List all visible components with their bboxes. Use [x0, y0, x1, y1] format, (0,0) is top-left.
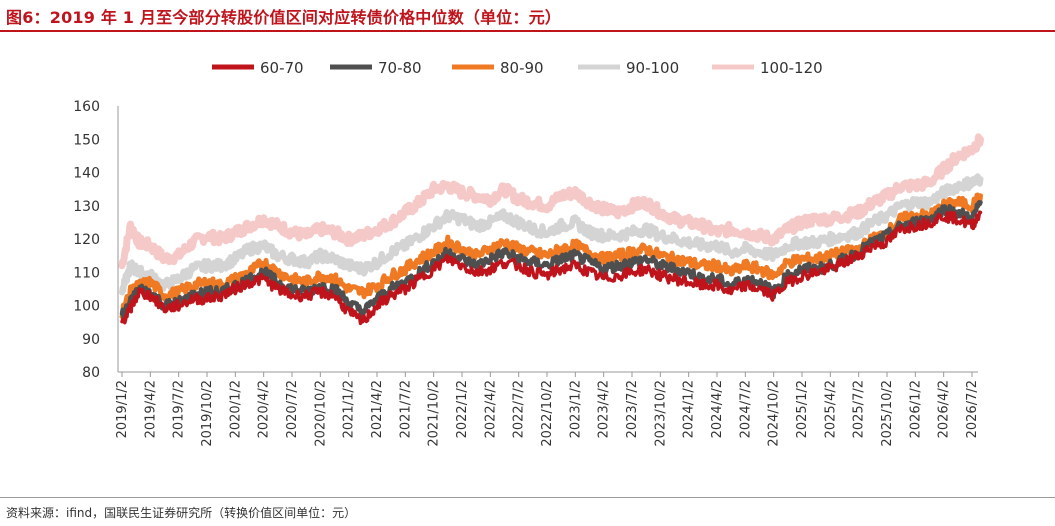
x-tick-label: 2020/1/2 [228, 380, 243, 438]
legend-label-100-120: 100-120 [760, 59, 823, 77]
legend: 60-70 70-80 80-90 90-100 100-120 [212, 59, 823, 77]
x-tick-label: 2024/7/2 [738, 380, 753, 438]
y-tick-label: 150 [73, 132, 100, 148]
y-tick-label: 130 [73, 199, 100, 215]
x-tick-label: 2023/10/2 [653, 380, 668, 447]
x-tick-label: 2023/1/2 [568, 380, 583, 438]
x-tick-label: 2025/7/2 [852, 380, 867, 438]
y-tick-label: 90 [82, 332, 100, 348]
x-tick-label: 2021/10/2 [427, 380, 442, 447]
x-tick-label: 2021/1/2 [342, 380, 357, 438]
x-tick-label: 2022/7/2 [512, 380, 527, 438]
x-tick-label: 2019/10/2 [200, 380, 215, 447]
x-tick-label: 2026/1/2 [908, 380, 923, 438]
x-tick-label: 2024/1/2 [682, 380, 697, 438]
x-tick-label: 2022/4/2 [483, 380, 498, 438]
series-layer [118, 133, 984, 326]
series-line-80-90 [119, 192, 983, 319]
x-tick-label: 2023/4/2 [597, 380, 612, 438]
y-tick-label: 140 [73, 166, 100, 182]
line-chart: 60-70 70-80 80-90 90-100 100-120 80 90 100 110 1… [73, 59, 984, 447]
x-tick-label: 2024/4/2 [710, 380, 725, 438]
series-line-100-120 [118, 133, 984, 270]
x-tick-label: 2026/7/2 [965, 380, 980, 438]
y-tick-label: 80 [82, 365, 100, 381]
title-rule [0, 30, 1055, 32]
axes: 80 90 100 110 120 130 140 150 160 2019/1/2 2019/4/… [73, 99, 980, 447]
x-tick-label: 2026/4/2 [937, 380, 952, 438]
series-line-90-100 [119, 173, 984, 296]
x-tick-label: 2020/10/2 [313, 380, 328, 447]
series-line-60-70 [120, 210, 983, 326]
x-tick-label: 2019/7/2 [172, 380, 187, 438]
x-tick-label: 2025/10/2 [880, 380, 895, 447]
x-tick-label: 2019/1/2 [115, 380, 130, 438]
x-tick-label: 2025/1/2 [795, 380, 810, 438]
x-tick-label: 2020/4/2 [257, 380, 272, 438]
legend-label-60-70: 60-70 [260, 59, 304, 77]
y-tick-label: 120 [73, 232, 100, 248]
legend-label-80-90: 80-90 [500, 59, 544, 77]
x-tick-label: 2021/4/2 [370, 380, 385, 438]
series-line-70-80 [119, 200, 983, 320]
x-tick-label: 2022/10/2 [540, 380, 555, 447]
footer-rule [0, 497, 1055, 498]
x-tick-label: 2022/1/2 [455, 380, 470, 438]
y-tick-label: 100 [73, 299, 100, 315]
x-tick-label: 2024/10/2 [767, 380, 782, 447]
x-tick-label: 2023/7/2 [625, 380, 640, 438]
chart-title: 图6：2019 年 1 月至今部分转股价值区间对应转债价格中位数（单位：元） [6, 8, 562, 27]
source-note: 资料来源：ifind，国联民生证券研究所（转换价值区间单位：元） [6, 506, 357, 520]
x-tick-label: 2021/7/2 [398, 380, 413, 438]
y-tick-label: 110 [73, 265, 100, 281]
x-tick-label: 2025/4/2 [823, 380, 838, 438]
legend-label-70-80: 70-80 [378, 59, 422, 77]
x-tick-label: 2019/4/2 [143, 380, 158, 438]
legend-label-90-100: 90-100 [626, 59, 679, 77]
y-tick-label: 160 [73, 99, 100, 115]
x-tick-label: 2020/7/2 [285, 380, 300, 438]
